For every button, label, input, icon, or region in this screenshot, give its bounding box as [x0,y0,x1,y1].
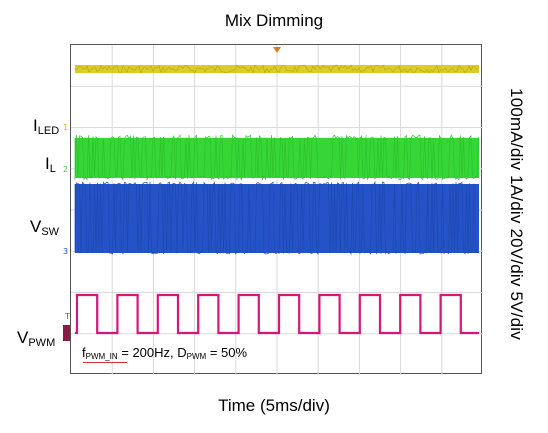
chart-title: Mix Dimming [224,11,324,30]
il-label-sub: L [49,163,56,175]
anno-f-sub: PWM_IN [85,352,118,361]
ch2-marker: 2 [63,165,69,174]
pwm-annotation: fPWM_IN = 200Hz, DPWM = 50% [82,345,247,361]
iled-trace [74,64,480,74]
vpwm-label: VPWM [17,329,55,352]
vsw-label-main: V [30,217,42,236]
iled-label-main: I [33,116,38,135]
vpwm-label-main: V [17,328,29,347]
anno-d-value: = 50% [206,345,248,360]
iled-label-sub: LED [37,125,60,137]
vsw-label: VSW [30,218,59,241]
plot-canvas [71,45,483,375]
scale-label: 100mA/div 1A/div 20V/div 5V/div [507,88,526,340]
iled-label: ILED [33,117,59,140]
vsw-band [75,184,479,253]
vpwm-label-sub: PWM [28,337,56,349]
ch1-marker: 1 [63,123,69,132]
x-axis-label: Time (5ms/div) [218,396,330,415]
ch3-marker: 3 [63,247,69,256]
vsw-trace [74,180,479,256]
il-label-main: I [45,154,50,173]
ch4-tab-marker [63,325,70,341]
oscilloscope-plot [70,44,483,375]
iled-band [75,65,479,73]
annotation-underline [83,362,127,363]
anno-f-value: = 200Hz, D [117,345,187,360]
trigger-position-marker [273,47,281,53]
trigger-marker: T [65,312,70,321]
vsw-label-sub: SW [41,226,60,238]
anno-f: f [82,345,86,360]
vpwm-trace [75,293,479,335]
anno-d-sub: PWM [186,352,207,361]
il-label: IL [45,155,56,178]
il-trace [74,134,479,181]
